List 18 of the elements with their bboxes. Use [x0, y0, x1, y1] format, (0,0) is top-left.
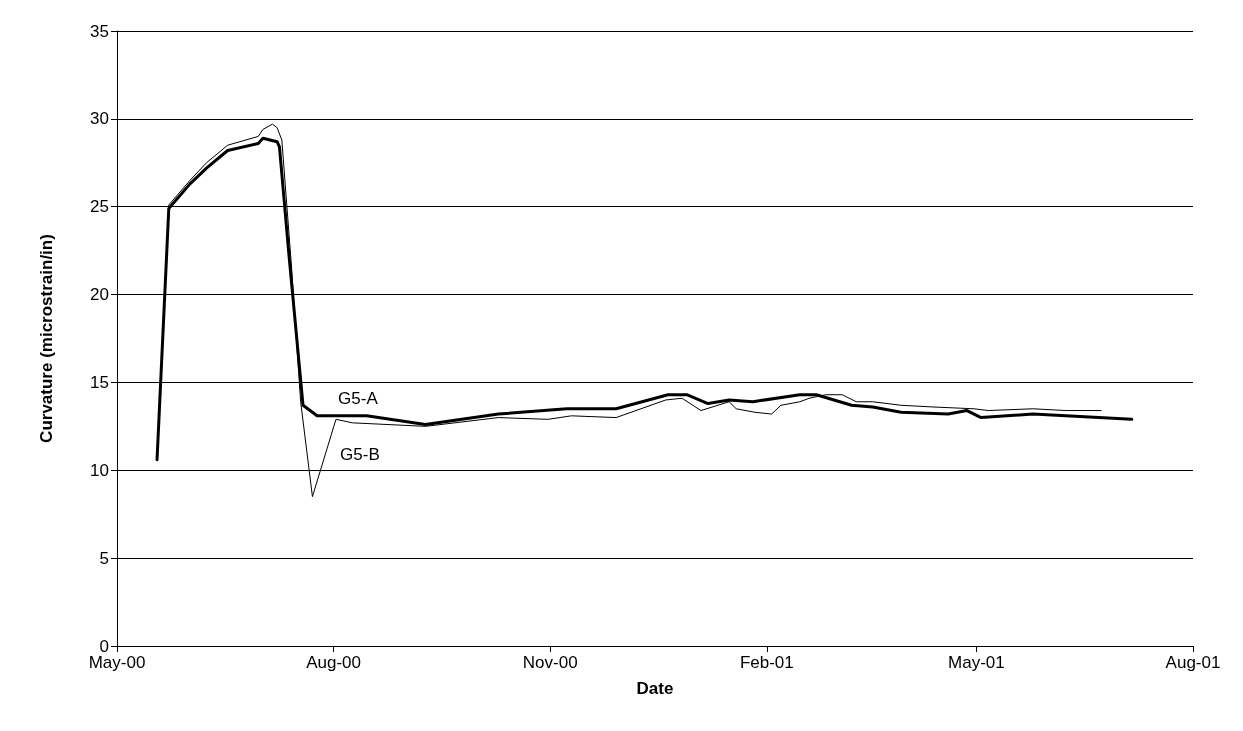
y-tick-label: 10 — [90, 460, 109, 480]
y-tick-label: 5 — [99, 548, 109, 568]
y-axis-title: Curvature (microstrain/in) — [37, 234, 56, 443]
x-tick-label: Aug-01 — [1165, 653, 1221, 672]
y-tick-label: 0 — [99, 636, 109, 656]
x-tick-label: Aug-00 — [306, 653, 362, 672]
x-axis-title: Date — [636, 679, 674, 698]
series-label: G5-B — [340, 445, 380, 465]
series-label: G5-A — [338, 388, 379, 408]
y-tick-label: 30 — [90, 109, 109, 129]
y-tick-label: 20 — [90, 285, 109, 305]
y-tick-label: 35 — [90, 21, 109, 41]
x-tick-label: Nov-00 — [522, 653, 578, 672]
y-tick-label: 25 — [90, 197, 109, 217]
x-tick-label: Feb-01 — [739, 653, 794, 672]
x-tick-label: May-01 — [948, 653, 1005, 672]
y-tick-label: 15 — [90, 372, 109, 392]
x-tick-label: May-00 — [88, 653, 146, 672]
